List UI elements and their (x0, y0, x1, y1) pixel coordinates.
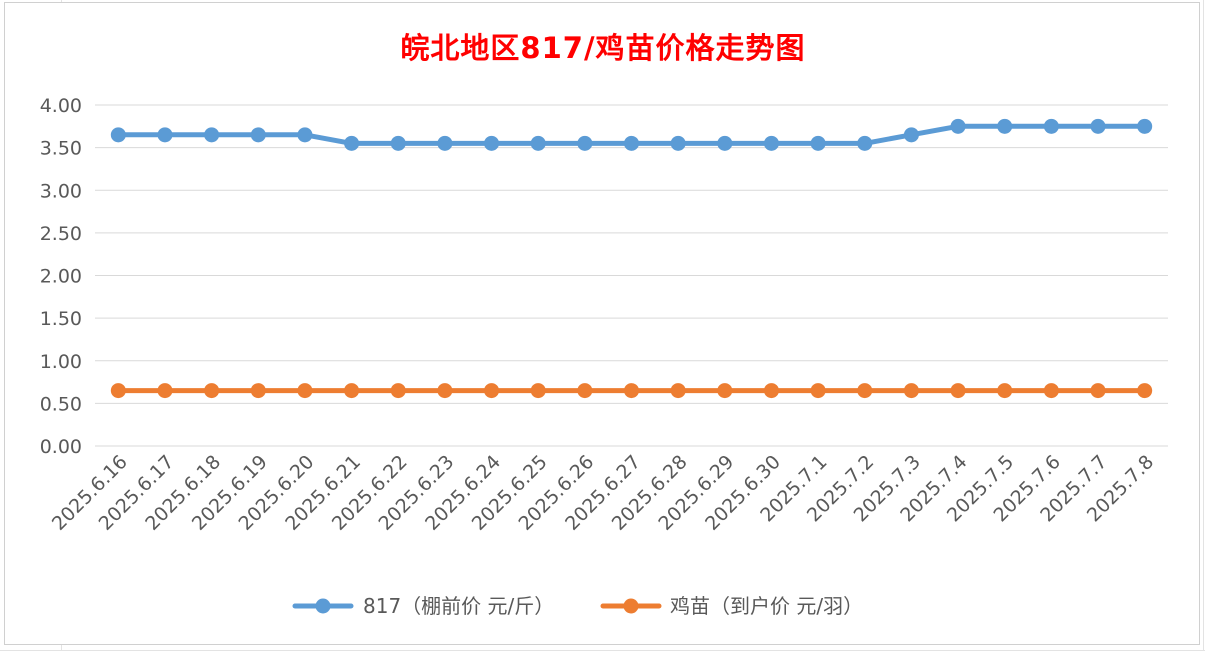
data-point (1090, 383, 1106, 399)
data-point (670, 135, 686, 151)
data-point (950, 118, 966, 134)
data-point (204, 383, 220, 399)
data-point (344, 383, 360, 399)
data-point (344, 135, 360, 151)
legend-swatch-marker (623, 598, 639, 614)
data-point (157, 383, 173, 399)
legend-label: 鸡苗（到户价 元/羽） (670, 594, 863, 618)
series (110, 118, 1153, 399)
data-point (110, 383, 126, 399)
data-point (810, 383, 826, 399)
x-axis-ticks: 2025.6.162025.6.172025.6.182025.6.192025… (48, 451, 1158, 535)
legend: 817（棚前价 元/斤） 鸡苗（到户价 元/羽） (292, 594, 863, 618)
data-point (157, 127, 173, 143)
data-point (1137, 383, 1153, 399)
y-tick-label: 3.00 (40, 180, 82, 202)
y-tick-label: 1.00 (40, 351, 82, 373)
data-point (577, 383, 593, 399)
data-point (250, 383, 266, 399)
data-point (297, 383, 313, 399)
gridlines (95, 104, 1168, 447)
data-point (390, 383, 406, 399)
y-tick-label: 1.50 (40, 308, 82, 330)
data-point (903, 383, 919, 399)
data-point (437, 135, 453, 151)
data-point (1043, 383, 1059, 399)
data-point (624, 135, 639, 151)
data-point (717, 135, 733, 151)
chart-area[interactable]: 皖北地区817/鸡苗价格走势图 0.00 0.50 1.00 1.50 2.00 2.50… (4, 2, 1200, 645)
data-point (297, 127, 313, 143)
data-point (437, 383, 453, 399)
data-point (530, 135, 546, 151)
data-point (997, 383, 1013, 399)
data-point (484, 383, 500, 399)
data-point (250, 127, 266, 143)
legend-swatch-marker (315, 598, 331, 614)
data-point (763, 383, 779, 399)
data-point (1090, 118, 1106, 134)
data-point (577, 135, 593, 151)
chart-title: 皖北地区817/鸡苗价格走势图 (400, 31, 806, 65)
data-point (484, 135, 500, 151)
data-point (763, 135, 779, 151)
data-point (950, 383, 966, 399)
data-point (204, 127, 220, 143)
y-tick-label: 3.50 (40, 138, 82, 160)
data-point (530, 383, 546, 399)
legend-label: 817（棚前价 元/斤） (363, 594, 554, 618)
y-tick-label: 2.50 (40, 223, 82, 245)
sheet-gridline (1203, 0, 1204, 651)
data-point (1137, 118, 1153, 134)
y-tick-label: 2.00 (40, 266, 82, 288)
data-point (903, 127, 919, 143)
data-point (717, 383, 733, 399)
data-point (857, 383, 873, 399)
y-tick-label: 0.00 (40, 436, 82, 458)
line-chart: 0.00 0.50 1.00 1.50 2.00 2.50 3.00 3.50 4.00 202… (40, 95, 1168, 618)
data-point (857, 135, 873, 151)
data-point (624, 383, 639, 399)
y-axis-ticks: 0.00 0.50 1.00 1.50 2.00 2.50 3.00 3.50 4.00 (40, 95, 82, 458)
y-tick-label: 4.00 (40, 95, 82, 117)
data-point (810, 135, 826, 151)
data-point (670, 383, 686, 399)
data-point (997, 118, 1013, 134)
data-point (1043, 118, 1059, 134)
y-tick-label: 0.50 (40, 393, 82, 415)
data-point (110, 127, 126, 143)
data-point (390, 135, 406, 151)
